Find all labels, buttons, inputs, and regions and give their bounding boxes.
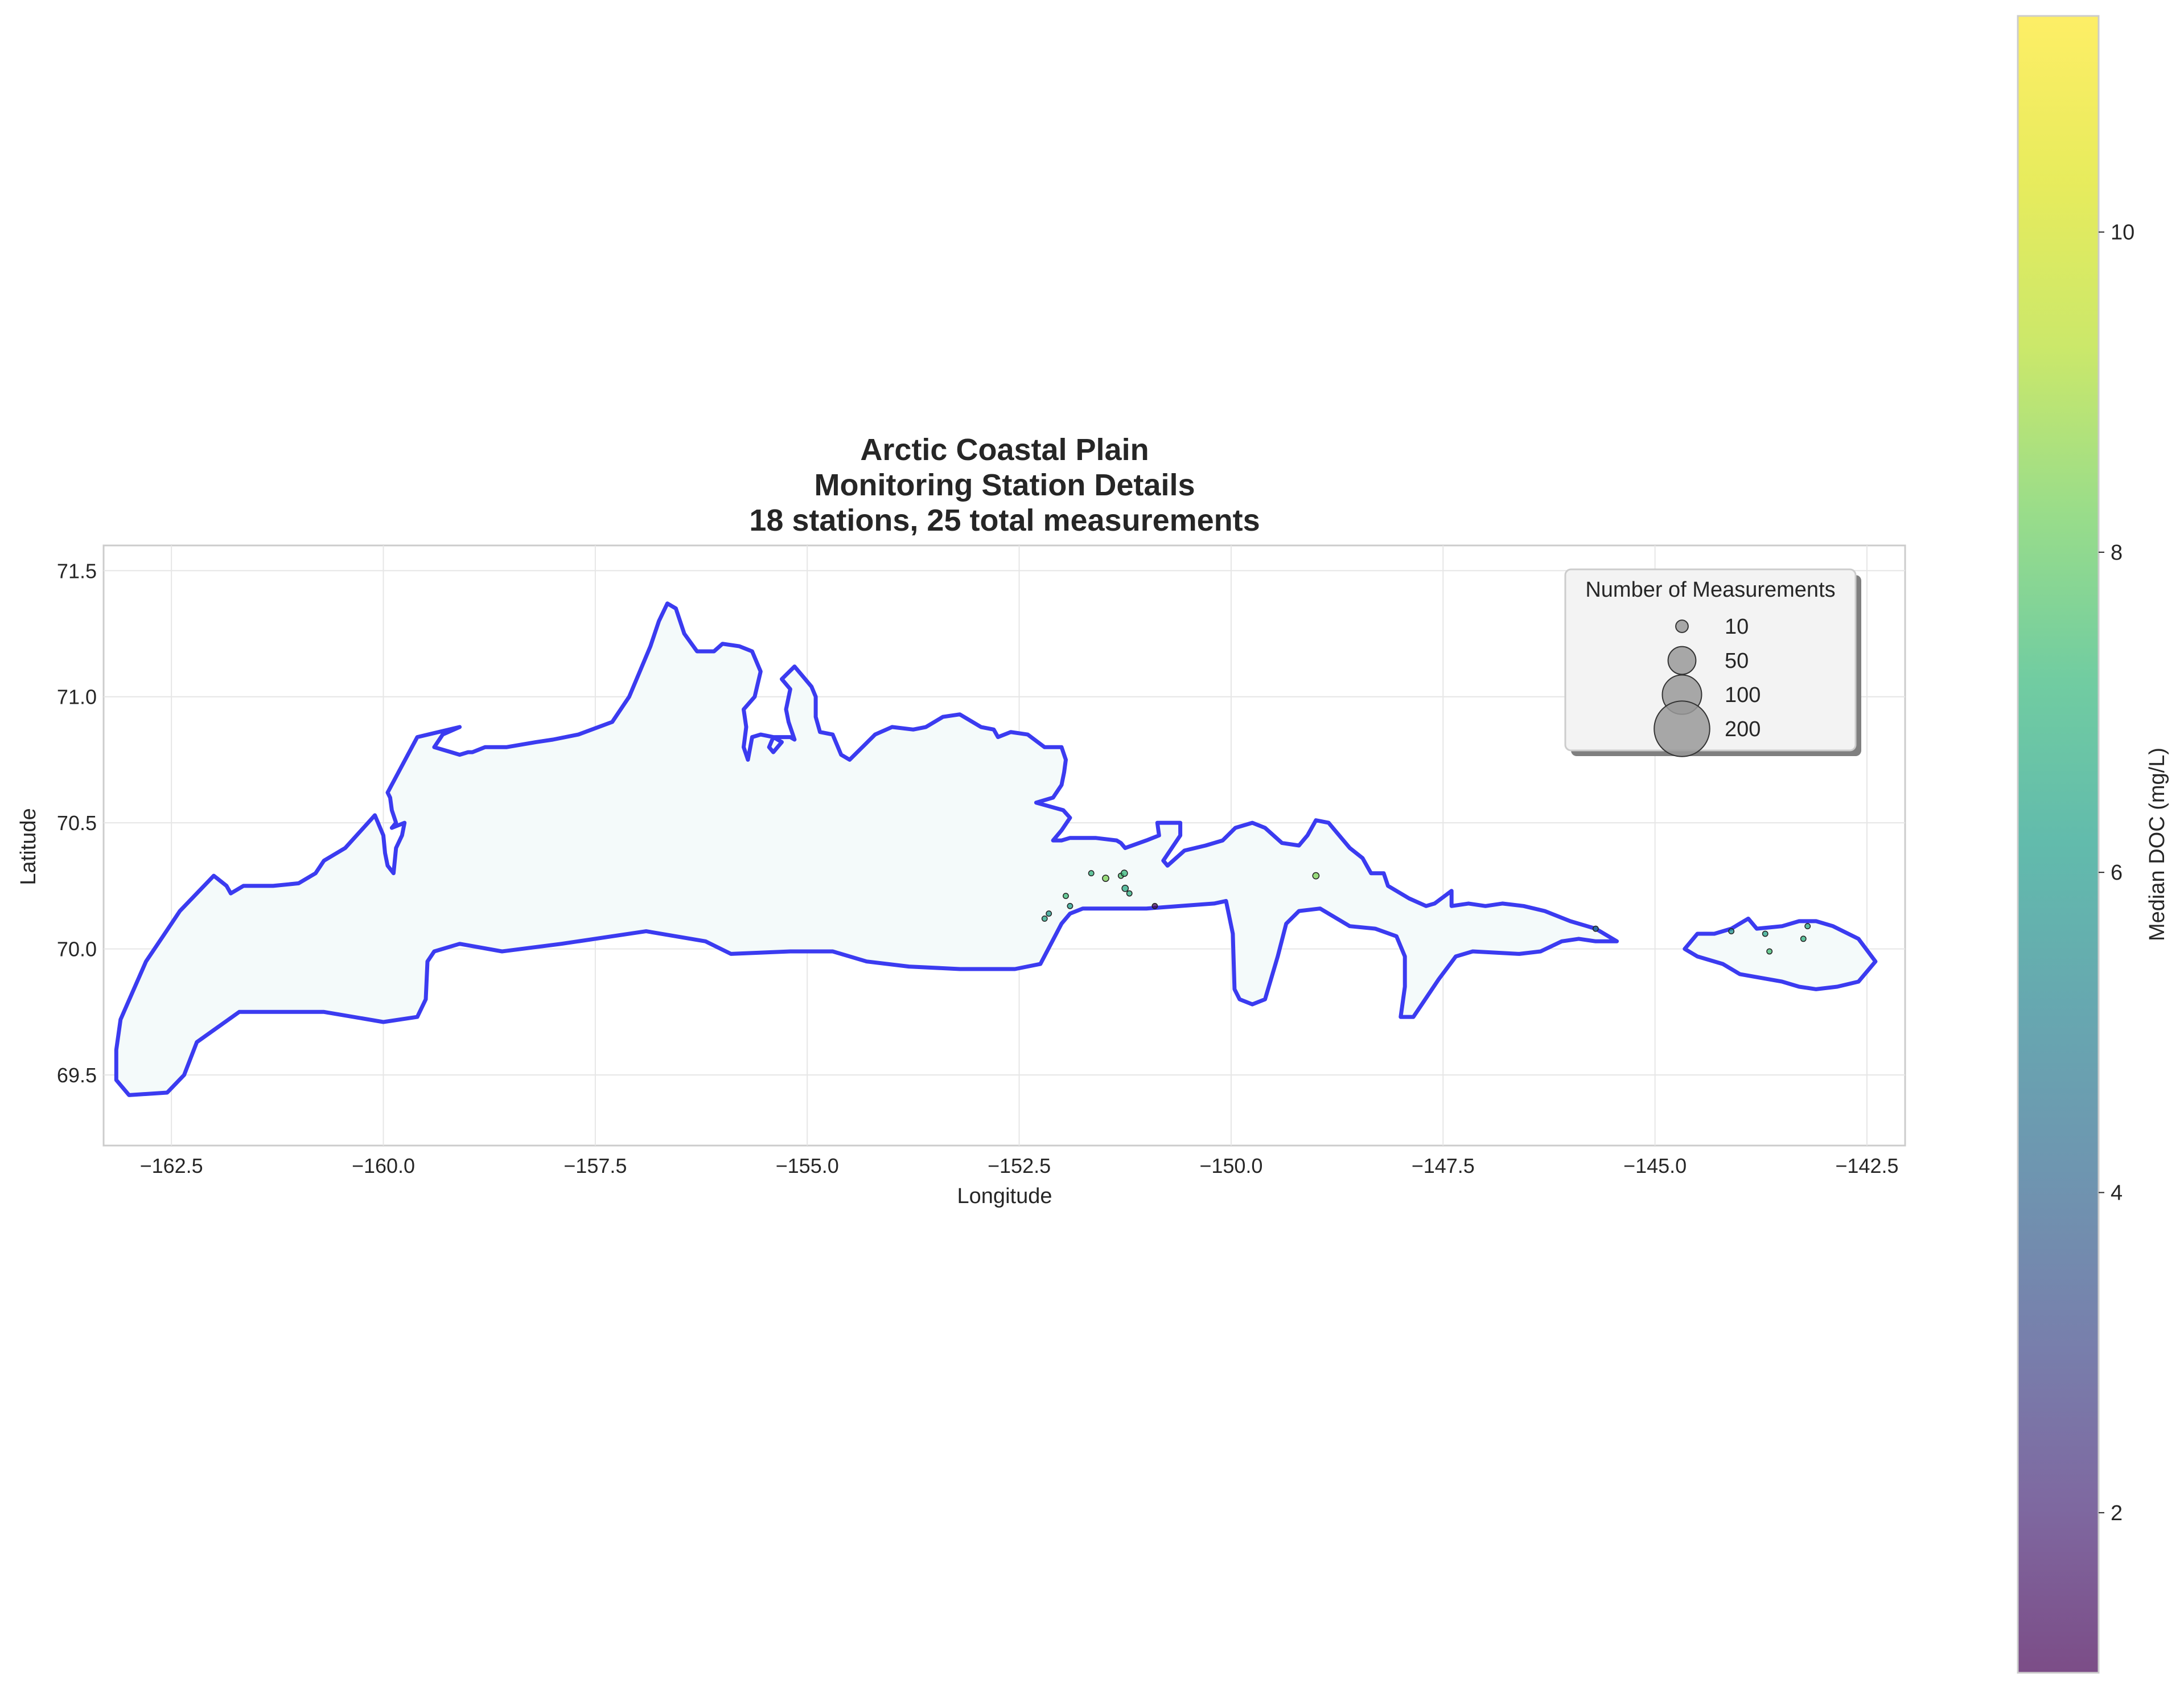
station-point (1804, 923, 1811, 930)
station-point (1121, 884, 1129, 892)
colorbar-tick-label: 2 (2111, 1501, 2123, 1525)
station-points (1041, 869, 1811, 955)
station-point (1766, 948, 1773, 955)
x-tick-label: −147.5 (1412, 1154, 1475, 1177)
region-polygon-1 (114, 601, 1619, 1097)
x-tick-label: −157.5 (564, 1154, 627, 1177)
station-point (1151, 902, 1158, 909)
y-tick-label: 70.5 (57, 811, 97, 835)
title-line-3: 18 stations, 25 total measurements (749, 503, 1260, 537)
legend-label-50: 50 (1725, 649, 1749, 673)
x-tick-label: −162.5 (140, 1154, 203, 1177)
station-point (1800, 935, 1807, 942)
station-point (1120, 869, 1128, 877)
station-point (1762, 930, 1768, 937)
y-axis-ticks: 69.5 70.0 70.5 71.0 71.5 (57, 559, 97, 1087)
chart-title: Arctic Coastal Plain Monitoring Station … (749, 433, 1260, 537)
x-tick-label: −152.5 (988, 1154, 1051, 1177)
colorbar-tick-label: 6 (2111, 861, 2123, 885)
colorbar-gradient (2017, 15, 2100, 1674)
station-point (1592, 925, 1599, 932)
x-tick-label: −145.0 (1623, 1154, 1687, 1177)
station-point (1312, 872, 1320, 880)
legend-items: 10 50 100 200 (1654, 615, 1761, 757)
colorbar: 2 4 6 8 10 Median DOC (mg/L) (2017, 15, 2169, 1674)
region-polygon-2 (1683, 916, 1878, 991)
x-axis-ticks: −162.5 −160.0 −157.5 −155.0 −152.5 −150.0 −147… (140, 1154, 1899, 1177)
station-point (1046, 910, 1052, 917)
legend-label-10: 10 (1725, 615, 1749, 639)
station-point (1041, 916, 1048, 922)
station-point (1088, 870, 1095, 877)
station-point (1728, 928, 1735, 934)
station-point (1126, 890, 1133, 897)
colorbar-tick-label: 8 (2111, 541, 2123, 565)
size-legend: Number of Measurements 10 50 100 200 (1564, 568, 1861, 757)
colorbar-tick-label: 10 (2111, 221, 2134, 245)
station-point (1063, 893, 1069, 899)
colorbar-ticks: 2 4 6 8 10 (2099, 221, 2134, 1525)
x-axis-label: Longitude (957, 1184, 1052, 1208)
legend-title: Number of Measurements (1585, 578, 1835, 602)
station-point (1102, 875, 1109, 882)
y-tick-label: 71.5 (57, 559, 97, 582)
x-tick-label: −160.0 (352, 1154, 415, 1177)
legend-marker-50 (1667, 646, 1697, 675)
colorbar-tick-label: 4 (2111, 1181, 2123, 1205)
legend-marker-10 (1675, 619, 1689, 633)
title-line-2: Monitoring Station Details (815, 468, 1195, 502)
colorbar-label: Median DOC (mg/L) (2145, 748, 2169, 941)
legend-label-200: 200 (1725, 717, 1761, 741)
y-tick-label: 70.0 (57, 938, 97, 961)
x-tick-label: −155.0 (776, 1154, 839, 1177)
region-outline (114, 601, 1878, 1097)
y-tick-label: 71.0 (57, 686, 97, 709)
y-axis-label: Latitude (17, 808, 40, 885)
y-tick-label: 69.5 (57, 1064, 97, 1087)
legend-marker-200 (1654, 700, 1710, 757)
x-tick-label: −150.0 (1199, 1154, 1262, 1177)
x-tick-label: −142.5 (1835, 1154, 1898, 1177)
station-point (1067, 902, 1074, 909)
title-line-1: Arctic Coastal Plain (860, 433, 1149, 467)
legend-label-100: 100 (1725, 683, 1761, 707)
legend-box (1564, 568, 1857, 752)
